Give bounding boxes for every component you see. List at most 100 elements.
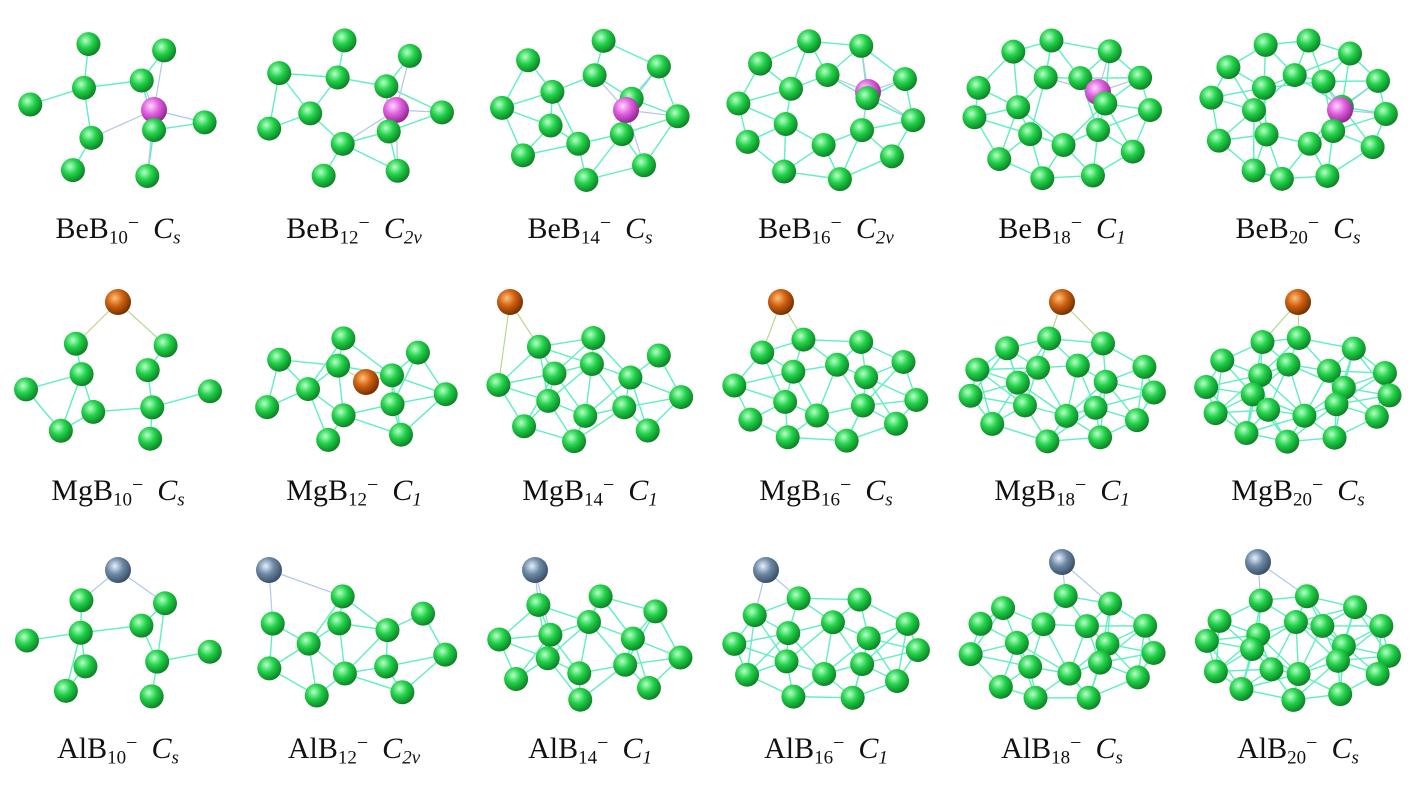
boron-atom xyxy=(820,610,845,635)
point-group-letter: C xyxy=(1095,732,1116,765)
boron-atom xyxy=(849,118,874,143)
boron-atom xyxy=(1343,595,1368,620)
boron-symbol: B xyxy=(1272,474,1293,507)
cluster-structure xyxy=(255,326,458,452)
boron-atom xyxy=(635,418,660,443)
metal-symbol: Al xyxy=(528,732,559,765)
metal-symbol: Be xyxy=(286,212,320,245)
boron-atom xyxy=(847,587,872,612)
point-group-letter: C xyxy=(622,732,643,765)
boron-atom xyxy=(1372,361,1397,386)
cluster-cell: AlB10− Cs xyxy=(0,520,236,789)
boron-atom xyxy=(390,680,415,705)
cluster-cell: AlB16− C1 xyxy=(708,520,944,789)
boron-atom xyxy=(1366,68,1391,93)
boron-atom xyxy=(1065,353,1090,378)
point-group-subscript: s xyxy=(1115,747,1123,769)
boron-atom xyxy=(76,32,101,57)
boron-symbol: B xyxy=(791,212,812,245)
boron-atom xyxy=(995,336,1020,361)
boron-atom xyxy=(827,167,852,192)
boron-atom xyxy=(1012,393,1037,418)
boron-atom xyxy=(618,365,643,390)
point-group-subscript: 2v xyxy=(402,747,421,769)
cluster-cell: AlB20− Cs xyxy=(1180,520,1416,789)
boron-atom xyxy=(1282,63,1307,88)
cluster-cell: BeB12− C2v xyxy=(236,0,472,269)
cluster-cell: MgB16− Cs xyxy=(708,262,944,531)
boron-atom xyxy=(1259,657,1284,682)
point-group-letter: C xyxy=(151,732,172,765)
point-group-letter: C xyxy=(382,732,403,765)
boron-atom xyxy=(504,666,529,691)
cluster-structure xyxy=(722,289,929,453)
point-group: C1 xyxy=(858,732,888,769)
boron-atom xyxy=(1057,661,1082,686)
boron-atom xyxy=(374,74,399,99)
boron-atom xyxy=(1018,122,1043,147)
boron-atom xyxy=(1093,369,1118,394)
cluster-structure xyxy=(1199,28,1398,191)
boron-atom xyxy=(1125,665,1150,690)
point-group: Cs xyxy=(865,474,892,509)
boron-atom xyxy=(316,427,341,452)
boron-atom xyxy=(895,611,920,636)
boron-atom xyxy=(140,395,165,420)
metal-boron-bond xyxy=(268,569,343,597)
boron-atom xyxy=(397,43,422,68)
boron-atom xyxy=(1037,326,1062,351)
boron-atom xyxy=(1210,348,1235,373)
charge-sign: − xyxy=(366,474,379,496)
point-group-letter: C xyxy=(625,212,646,245)
cluster-label: MgB12− C1 xyxy=(236,474,472,509)
al-atom xyxy=(105,557,131,583)
boron-count: 18 xyxy=(1051,747,1071,769)
boron-atom xyxy=(892,67,917,92)
point-group: C2v xyxy=(384,212,422,247)
boron-atom xyxy=(327,611,352,636)
boron-count: 18 xyxy=(1055,489,1075,511)
boron-atom xyxy=(1095,631,1120,656)
boron-atom xyxy=(772,159,797,184)
point-group-subscript: s xyxy=(645,227,653,249)
boron-atom xyxy=(850,393,875,418)
boron-atom xyxy=(884,411,909,436)
charge-sign: − xyxy=(1307,212,1320,234)
boron-count: 14 xyxy=(580,227,600,249)
boron-atom xyxy=(1088,425,1113,450)
point-group-letter: C xyxy=(153,212,174,245)
cluster-structure xyxy=(962,28,1162,191)
boron-atom xyxy=(433,642,458,667)
boron-atom xyxy=(574,167,599,192)
boron-atom xyxy=(901,108,926,133)
cluster-label: BeB18− C1 xyxy=(944,212,1180,247)
boron-atom xyxy=(330,131,355,156)
boron-atom xyxy=(60,158,85,183)
charge-sign: − xyxy=(602,474,615,496)
boron-atom xyxy=(389,422,414,447)
point-group: C1 xyxy=(1096,212,1126,247)
boron-atom xyxy=(1023,685,1048,710)
point-group-subscript: 1 xyxy=(878,747,888,769)
boron-atom xyxy=(255,395,280,420)
boron-atom xyxy=(304,683,329,708)
boron-count: 16 xyxy=(814,747,834,769)
boron-atom xyxy=(135,358,160,383)
boron-atom xyxy=(135,164,160,189)
boron-atom xyxy=(1248,588,1273,613)
cluster-label: MgB18− C1 xyxy=(944,474,1180,511)
boron-atom xyxy=(139,684,164,709)
boron-atom xyxy=(1376,643,1401,668)
boron-atom xyxy=(1141,640,1166,665)
boron-atom xyxy=(1324,392,1349,417)
point-group: C2v xyxy=(382,732,421,769)
boron-atom xyxy=(854,365,879,390)
boron-atom xyxy=(1328,682,1353,707)
metal-symbol: Al xyxy=(1001,732,1032,765)
charge-sign: − xyxy=(1074,474,1087,496)
boron-atom xyxy=(958,383,983,408)
cluster-structure xyxy=(958,289,1166,454)
boron-atom xyxy=(490,95,515,120)
cluster-cell: BeB10− Cs xyxy=(0,0,236,269)
boron-atom xyxy=(775,425,800,450)
